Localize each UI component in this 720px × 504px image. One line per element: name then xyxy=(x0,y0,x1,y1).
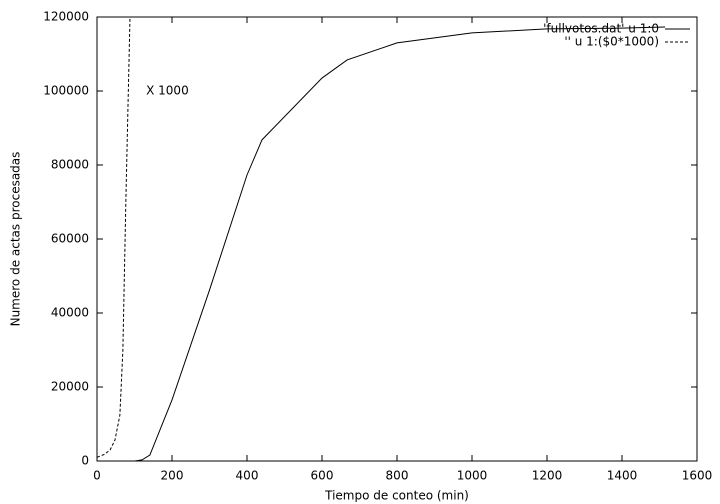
x-tick-label: 800 xyxy=(386,469,409,483)
x-tick-label: 1400 xyxy=(607,469,638,483)
x-tick-label: 1000 xyxy=(457,469,488,483)
annotation: X 1000 xyxy=(146,84,189,98)
y-axis-label: Numero de actas procesadas xyxy=(9,152,23,327)
x-tick-label: 1200 xyxy=(532,469,563,483)
series-line xyxy=(97,17,131,458)
x-tick-label: 400 xyxy=(236,469,259,483)
legend-label: 'fullvotos.dat' u 1:0 xyxy=(543,22,659,36)
x-tick-label: 200 xyxy=(161,469,184,483)
y-tick-label: 20000 xyxy=(51,380,89,394)
y-tick-label: 0 xyxy=(81,454,89,468)
x-tick-label: 600 xyxy=(311,469,334,483)
x-tick-label: 0 xyxy=(93,469,101,483)
legend-label: '' u 1:($0*1000) xyxy=(564,35,659,49)
x-tick-label: 1600 xyxy=(682,469,713,483)
y-tick-label: 60000 xyxy=(51,232,89,246)
x-axis-label: Tiempo de conteo (min) xyxy=(324,489,469,503)
y-tick-label: 40000 xyxy=(51,306,89,320)
y-tick-label: 120000 xyxy=(43,10,89,24)
y-tick-label: 100000 xyxy=(43,84,89,98)
series-line xyxy=(134,26,666,461)
y-tick-label: 80000 xyxy=(51,158,89,172)
